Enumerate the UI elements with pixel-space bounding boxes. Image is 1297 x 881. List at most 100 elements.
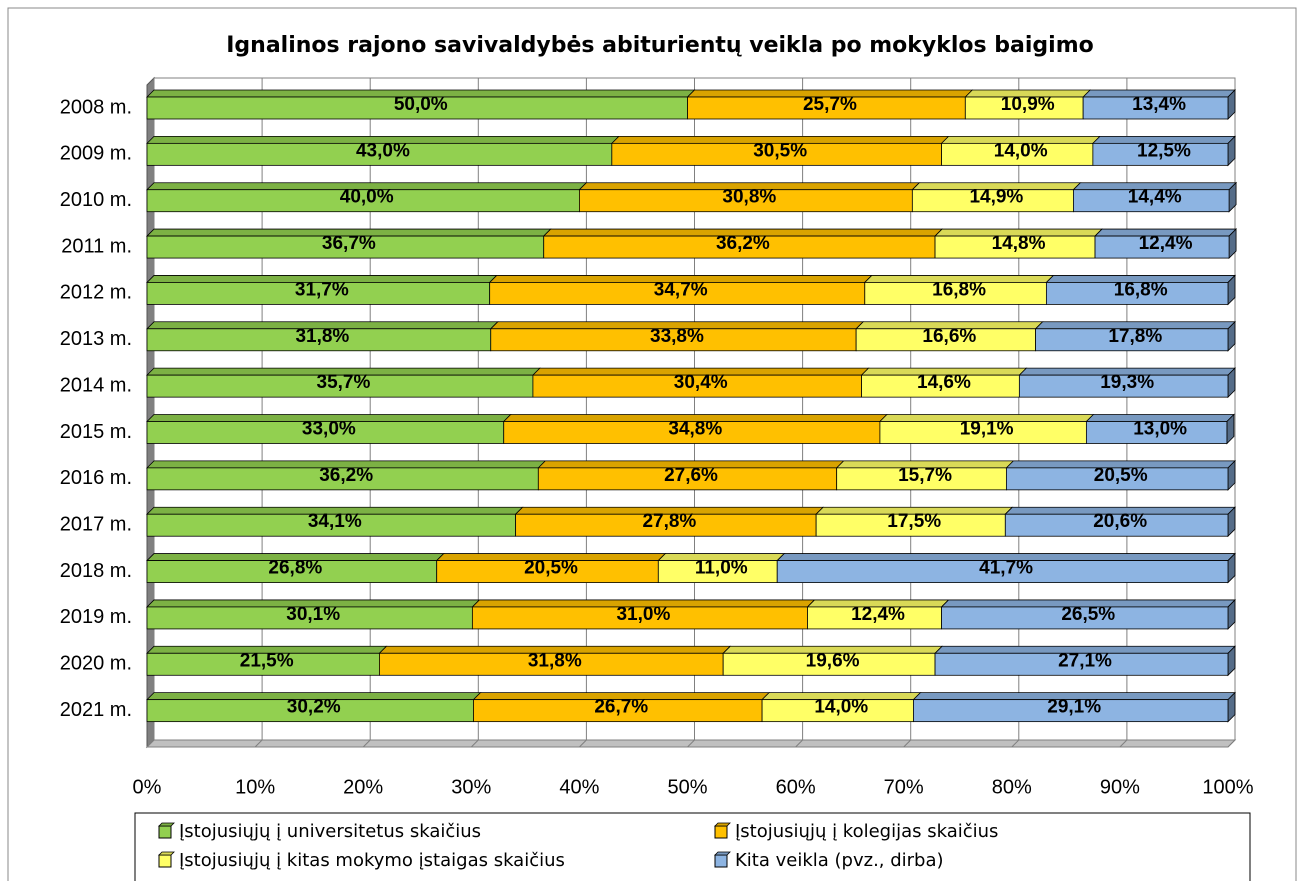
value-label: 30,8% bbox=[722, 187, 776, 208]
bar bbox=[1005, 467, 1229, 491]
bar bbox=[776, 560, 1229, 583]
bar bbox=[1018, 374, 1229, 398]
value-label: 10,9% bbox=[1001, 94, 1055, 115]
value-label: 14,9% bbox=[969, 187, 1023, 208]
y-tick-label: 2012 m. bbox=[60, 282, 132, 304]
value-label: 16,6% bbox=[922, 326, 976, 347]
value-label: 35,7% bbox=[317, 372, 371, 393]
value-label: 26,7% bbox=[594, 697, 648, 718]
bar bbox=[934, 652, 1229, 676]
y-tick-label: 2017 m. bbox=[60, 513, 132, 535]
legend-swatch-top bbox=[714, 822, 731, 827]
value-label: 13,4% bbox=[1132, 94, 1186, 115]
y-tick-label: 2015 m. bbox=[60, 421, 132, 443]
y-tick-label: 2019 m. bbox=[60, 606, 132, 628]
value-label: 19,6% bbox=[806, 650, 860, 671]
x-tick-label: 90% bbox=[1100, 776, 1140, 798]
legend-box bbox=[134, 812, 1251, 881]
y-tick-label: 2008 m. bbox=[60, 96, 132, 118]
y-tick-label: 2009 m. bbox=[60, 143, 132, 165]
legend-label: Įstojusiųjų į kolegijas skaičius bbox=[735, 821, 998, 842]
value-label: 43,0% bbox=[356, 140, 410, 161]
y-tick-label: 2018 m. bbox=[60, 560, 132, 582]
grid-line-floor bbox=[687, 739, 695, 748]
x-tick-label: 50% bbox=[667, 776, 707, 798]
bar bbox=[913, 699, 1229, 723]
value-label: 20,6% bbox=[1093, 511, 1147, 532]
value-label: 14,4% bbox=[1128, 187, 1182, 208]
grid-line-floor bbox=[579, 739, 587, 748]
bar bbox=[1004, 513, 1229, 537]
value-label: 17,5% bbox=[887, 511, 941, 532]
value-label: 14,0% bbox=[994, 140, 1048, 161]
value-label: 20,5% bbox=[524, 558, 578, 579]
bar bbox=[1092, 142, 1229, 166]
grid-line-floor bbox=[146, 739, 155, 748]
value-label: 33,8% bbox=[650, 326, 704, 347]
legend-swatch-top bbox=[158, 851, 175, 856]
legend-swatch bbox=[158, 825, 172, 839]
grid-line-floor bbox=[903, 739, 912, 748]
value-label: 15,7% bbox=[898, 465, 952, 486]
value-label: 33,0% bbox=[302, 419, 356, 440]
value-label: 30,1% bbox=[286, 604, 340, 625]
bar bbox=[941, 606, 1229, 630]
value-label: 30,2% bbox=[287, 697, 341, 718]
legend-label: Įstojusiųjų į kitas mokymo įstaigas skai… bbox=[179, 850, 565, 871]
grid-line-floor bbox=[470, 739, 479, 748]
grid-line-floor bbox=[795, 739, 803, 748]
value-label: 34,1% bbox=[308, 511, 362, 532]
value-label: 30,4% bbox=[674, 372, 728, 393]
legend-swatch bbox=[714, 854, 728, 868]
value-label: 29,1% bbox=[1047, 697, 1101, 718]
legend-swatch bbox=[158, 854, 172, 868]
bar bbox=[1045, 282, 1229, 305]
value-label: 14,0% bbox=[814, 697, 868, 718]
bar bbox=[1085, 421, 1228, 444]
y-tick-label: 2016 m. bbox=[60, 467, 132, 489]
value-label: 50,0% bbox=[394, 94, 448, 115]
value-label: 12,4% bbox=[851, 604, 905, 625]
value-label: 30,5% bbox=[753, 140, 807, 161]
legend-swatch-top bbox=[158, 822, 175, 827]
grid-line-floor bbox=[1119, 739, 1128, 748]
y-tick-label: 2020 m. bbox=[60, 653, 132, 675]
value-label: 40,0% bbox=[340, 187, 394, 208]
y-tick-label: 2014 m. bbox=[60, 374, 132, 396]
legend-swatch bbox=[714, 825, 728, 839]
value-label: 36,2% bbox=[716, 233, 770, 254]
legend-swatch-top bbox=[714, 851, 731, 856]
x-tick-label: 70% bbox=[884, 776, 924, 798]
y-tick-label: 2013 m. bbox=[60, 328, 132, 350]
value-label: 27,8% bbox=[642, 511, 696, 532]
y-tick-label: 2011 m. bbox=[61, 235, 132, 257]
value-label: 31,7% bbox=[295, 279, 349, 300]
value-label: 16,8% bbox=[1114, 279, 1168, 300]
value-label: 41,7% bbox=[979, 558, 1033, 579]
value-label: 27,1% bbox=[1058, 650, 1112, 671]
x-tick-label: 80% bbox=[992, 776, 1032, 798]
value-label: 14,8% bbox=[992, 233, 1046, 254]
value-label: 26,8% bbox=[268, 558, 322, 579]
value-label: 13,0% bbox=[1133, 419, 1187, 440]
value-label: 11,0% bbox=[695, 558, 748, 579]
value-label: 31,0% bbox=[616, 604, 670, 625]
value-label: 19,3% bbox=[1100, 372, 1154, 393]
value-label: 34,8% bbox=[668, 419, 722, 440]
grid-line-floor bbox=[362, 739, 371, 748]
y-tick-label: 2021 m. bbox=[60, 699, 132, 721]
legend-label: Įstojusiųjų į universitetus skaičius bbox=[179, 821, 481, 842]
value-label: 17,8% bbox=[1108, 326, 1162, 347]
legend-label: Kita veikla (pvz., dirba) bbox=[735, 850, 944, 871]
bar bbox=[1073, 189, 1230, 213]
value-label: 14,6% bbox=[917, 372, 971, 393]
x-tick-label: 40% bbox=[559, 776, 599, 798]
chart-title: Ignalinos rajono savivaldybės abiturient… bbox=[226, 33, 1094, 58]
grid-line-floor bbox=[254, 739, 263, 748]
bar bbox=[1094, 235, 1230, 259]
value-label: 12,5% bbox=[1137, 140, 1191, 161]
x-tick-label: 100% bbox=[1202, 776, 1253, 798]
value-label: 12,4% bbox=[1139, 233, 1193, 254]
value-label: 20,5% bbox=[1094, 465, 1148, 486]
value-label: 31,8% bbox=[295, 326, 349, 347]
